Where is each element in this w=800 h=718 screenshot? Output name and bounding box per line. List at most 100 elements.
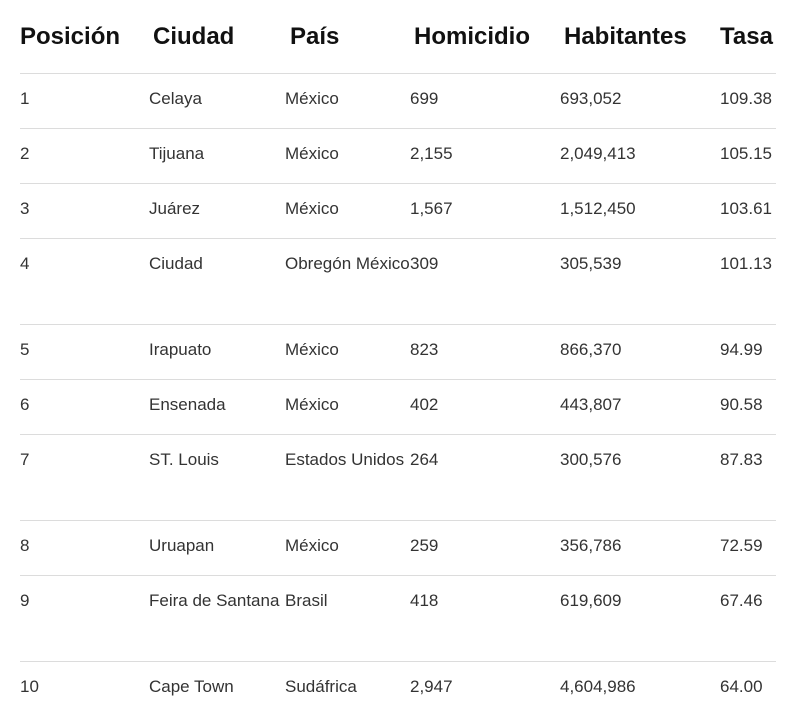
cell-text: 402 [410,395,439,414]
homicide-rate-table: Posición Ciudad País Homicidio Habitante… [20,0,776,716]
cell-text: Sudáfrica [285,677,357,696]
table-row: 1 Celaya México 699 693,052 109.38 [20,73,776,129]
cell-text: Irapuato [149,340,212,359]
cell-tasa: 94.99 [718,324,776,380]
cell-text: 866,370 [560,340,622,359]
cell-homicidio: 1,567 [410,183,560,239]
cell-ciudad: Cape Town [149,662,285,717]
cell-habitantes: 619,609 [560,575,718,662]
cell-posicion: 1 [20,73,149,129]
cell-text: 300,576 [560,450,622,469]
cell-text: 2,947 [410,677,453,696]
cell-text: 356,786 [560,536,622,555]
cell-text: 103.61 [720,199,772,218]
cell-text: México [285,340,339,359]
cell-text: 4,604,986 [560,677,636,696]
cell-text: 94.99 [720,340,763,359]
header-habitantes: Habitantes [560,0,718,74]
header-pais: País [285,0,410,74]
cell-text: Cape Town [149,677,234,696]
cell-pais: México [285,324,410,380]
cell-text: 259 [410,536,439,555]
cell-text: 3 [20,199,30,218]
cell-habitantes: 305,539 [560,238,718,325]
cell-posicion: 10 [20,662,149,717]
cell-pais: Sudáfrica [285,662,410,717]
cell-pais: Brasil [285,575,410,662]
cell-ciudad: ST. Louis [149,434,285,521]
cell-text: 10 [20,677,39,696]
cell-text: 443,807 [560,395,622,414]
cell-text: México [285,89,339,108]
cell-homicidio: 402 [410,379,560,435]
cell-posicion: 2 [20,128,149,184]
cell-homicidio: 259 [410,520,560,576]
table-row: 5 Irapuato México 823 866,370 94.99 [20,324,776,380]
cell-homicidio: 699 [410,73,560,129]
cell-tasa: 64.00 [718,662,776,717]
table-row: 10 Cape Town Sudáfrica 2,947 4,604,986 6… [20,662,776,717]
cell-text: Juárez [149,199,201,218]
cell-text: 8 [20,536,30,555]
cell-pais: Obregón México [285,238,410,325]
cell-posicion: 7 [20,434,149,521]
cell-text: 1,512,450 [560,199,636,218]
cell-ciudad: Tijuana [149,128,285,184]
cell-habitantes: 693,052 [560,73,718,129]
cell-text: 2,049,413 [560,144,636,163]
cell-text: Feira de Santana [149,591,280,610]
cell-homicidio: 2,947 [410,662,560,717]
cell-text: 64.00 [720,677,763,696]
cell-pais: México [285,520,410,576]
cell-habitantes: 2,049,413 [560,128,718,184]
cell-homicidio: 823 [410,324,560,380]
cell-text: México [285,395,339,414]
cell-text: 1 [20,89,30,108]
cell-homicidio: 2,155 [410,128,560,184]
cell-text: 72.59 [720,536,763,555]
table-row: 8 Uruapan México 259 356,786 72.59 [20,520,776,576]
cell-pais: México [285,379,410,435]
cell-pais: México [285,183,410,239]
cell-tasa: 90.58 [718,379,776,435]
cell-text: 7 [20,450,30,469]
header-posicion: Posición [20,0,149,74]
cell-text: Celaya [149,89,202,108]
cell-tasa: 103.61 [718,183,776,239]
cell-posicion: 6 [20,379,149,435]
cell-posicion: 4 [20,238,149,325]
cell-ciudad: Ensenada [149,379,285,435]
cell-text: 693,052 [560,89,622,108]
header-row: Posición Ciudad País Homicidio Habitante… [20,0,776,74]
cell-text: 90.58 [720,395,763,414]
cell-text: 305,539 [560,254,622,273]
cell-text: Obregón México [285,254,410,273]
cell-ciudad: Juárez [149,183,285,239]
cell-text: México [285,144,339,163]
cell-text: 264 [410,450,439,469]
cell-tasa: 109.38 [718,73,776,129]
cell-posicion: 3 [20,183,149,239]
cell-text: 87.83 [720,450,763,469]
cell-text: México [285,199,339,218]
table-body: 1 Celaya México 699 693,052 109.38 2 Tij… [20,73,776,717]
cell-text: 109.38 [720,89,772,108]
cell-text: Tijuana [149,144,205,163]
header-homicidio: Homicidio [410,0,560,74]
cell-pais: México [285,128,410,184]
table-header: Posición Ciudad País Homicidio Habitante… [20,0,776,74]
table-row: 6 Ensenada México 402 443,807 90.58 [20,379,776,435]
cell-text: 4 [20,254,30,273]
cell-habitantes: 4,604,986 [560,662,718,717]
cell-posicion: 5 [20,324,149,380]
cell-ciudad: Celaya [149,73,285,129]
cell-text: 67.46 [720,591,763,610]
cell-ciudad: Ciudad [149,238,285,325]
cell-habitantes: 443,807 [560,379,718,435]
cell-text: 105.15 [720,144,772,163]
cell-text: 1,567 [410,199,453,218]
cell-text: 101.13 [720,254,772,273]
cell-tasa: 87.83 [718,434,776,521]
table-row: 9 Feira de Santana Brasil 418 619,609 67… [20,575,776,662]
